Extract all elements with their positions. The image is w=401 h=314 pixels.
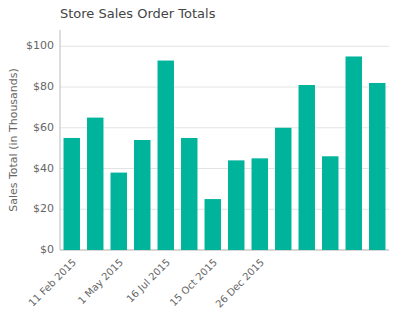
bar — [346, 56, 362, 250]
bar — [275, 128, 291, 250]
bars — [64, 56, 386, 250]
bar — [299, 85, 315, 250]
y-tick-label: $100 — [26, 39, 54, 52]
bar — [181, 138, 197, 250]
bar — [205, 199, 221, 250]
bar — [134, 140, 150, 250]
x-tick-label: 16 Jul 2015 — [124, 257, 172, 305]
y-tick-label: $20 — [33, 202, 54, 215]
bar — [111, 173, 127, 250]
x-axis-line — [60, 250, 389, 251]
bar — [322, 156, 338, 250]
y-tick-label: $60 — [33, 121, 54, 134]
grid-line — [60, 127, 389, 128]
y-tick-label: $0 — [40, 243, 54, 256]
bar — [228, 160, 244, 250]
grid-line — [60, 209, 389, 210]
grid-line — [60, 87, 389, 88]
grid-line — [60, 168, 389, 169]
title: Store Sales Order Totals — [60, 6, 216, 21]
y-tick-label: $80 — [33, 80, 54, 93]
bar — [64, 138, 80, 250]
bar — [369, 83, 385, 250]
y-axis-line — [60, 30, 61, 250]
chart: $0$20$40$60$80$10011 Feb 20151 May 20151… — [0, 0, 401, 314]
x-tick-label: 15 Oct 2015 — [168, 257, 219, 308]
x-tick-label: 11 Feb 2015 — [26, 257, 78, 309]
bar — [87, 118, 103, 250]
grid-line — [60, 46, 389, 47]
x-tick-label: 1 May 2015 — [76, 257, 125, 306]
y-tick-label: $40 — [33, 162, 54, 175]
x-tick-label: 26 Dec 2015 — [213, 257, 266, 310]
grid-line — [60, 250, 389, 251]
bar — [158, 61, 174, 250]
y-axis-label: Sales Total (in Thousands) — [7, 68, 20, 212]
bar — [252, 158, 268, 250]
